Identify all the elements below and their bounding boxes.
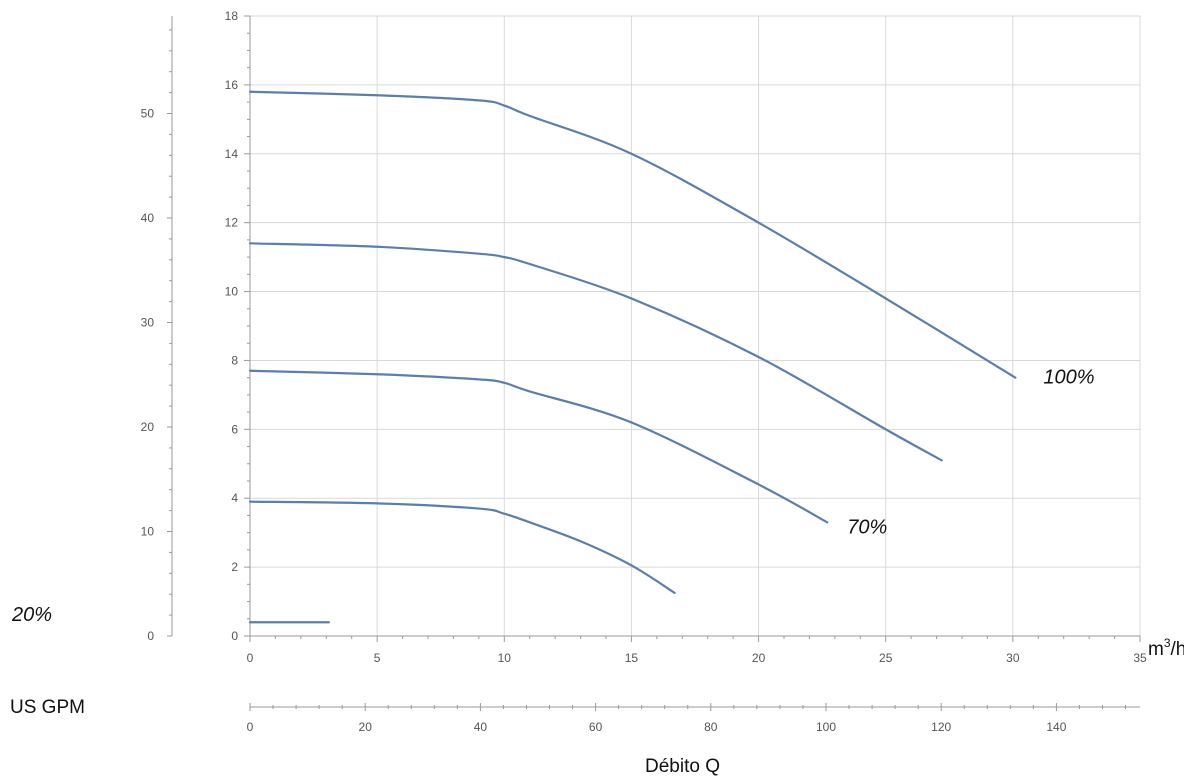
x-unit-superscript: 3 bbox=[1164, 636, 1171, 650]
y-tick-label: 2 bbox=[231, 560, 238, 574]
series-line-3 bbox=[248, 369, 829, 524]
x-unit-label: m3/h bbox=[1148, 636, 1184, 660]
y-tick-label: 4 bbox=[231, 491, 238, 505]
secondary-y-tick-label: 50 bbox=[141, 107, 155, 121]
gpm-tick-label: 80 bbox=[704, 720, 718, 734]
x-tick-label: 5 bbox=[374, 651, 381, 665]
gpm-tick-label: 140 bbox=[1046, 720, 1066, 734]
x-tick-label: 0 bbox=[247, 651, 254, 665]
gpm-tick-label: 120 bbox=[931, 720, 951, 734]
axes bbox=[167, 15, 1141, 711]
gpm-tick-label: 60 bbox=[589, 720, 603, 734]
tick-labels: 0 5 10 15 20 25 30 35 0 2 4 6 8 10 12 14 16 18 0 10 20 30 40 50… bbox=[11, 9, 1147, 734]
secondary-y-tick-label: 0 bbox=[147, 629, 154, 643]
secondary-y-tick-label: 40 bbox=[141, 211, 155, 225]
series-line-2 bbox=[248, 242, 943, 462]
gpm-axis-label: US GPM bbox=[10, 697, 85, 718]
series-line-1 bbox=[248, 90, 1017, 379]
secondary-y-tick-label: 20 bbox=[141, 420, 155, 434]
secondary-y-tick-label: 30 bbox=[141, 316, 155, 330]
y-tick-label: 8 bbox=[231, 353, 238, 367]
y-tick-label: 10 bbox=[225, 285, 239, 299]
y-tick-label: 6 bbox=[231, 422, 238, 436]
gpm-tick-label: 0 bbox=[247, 720, 254, 734]
series-label: 70% bbox=[847, 516, 887, 538]
x-tick-label: 30 bbox=[1006, 651, 1020, 665]
y-tick-label: 0 bbox=[231, 629, 238, 643]
grid bbox=[249, 15, 1141, 637]
axis-caption: Débito Q bbox=[645, 756, 720, 777]
x-tick-label: 35 bbox=[1133, 651, 1147, 665]
y-tick-label: 14 bbox=[225, 147, 239, 161]
gpm-tick-label: 20 bbox=[359, 720, 373, 734]
x-tick-label: 10 bbox=[498, 651, 512, 665]
series-line-4 bbox=[248, 500, 676, 595]
secondary-y-tick-label: 10 bbox=[141, 525, 155, 539]
y-tick-label: 18 bbox=[225, 9, 239, 23]
gpm-tick-label: 40 bbox=[474, 720, 488, 734]
series-label: 100% bbox=[1043, 367, 1094, 389]
x-tick-label: 15 bbox=[625, 651, 639, 665]
y-tick-label: 12 bbox=[225, 216, 239, 230]
series-lines bbox=[248, 90, 1017, 624]
series-label: 20% bbox=[11, 604, 52, 626]
y-tick-label: 16 bbox=[225, 78, 239, 92]
gpm-tick-label: 100 bbox=[816, 720, 836, 734]
x-tick-label: 25 bbox=[879, 651, 893, 665]
x-unit-suffix: /h bbox=[1171, 639, 1184, 660]
x-tick-label: 20 bbox=[752, 651, 766, 665]
